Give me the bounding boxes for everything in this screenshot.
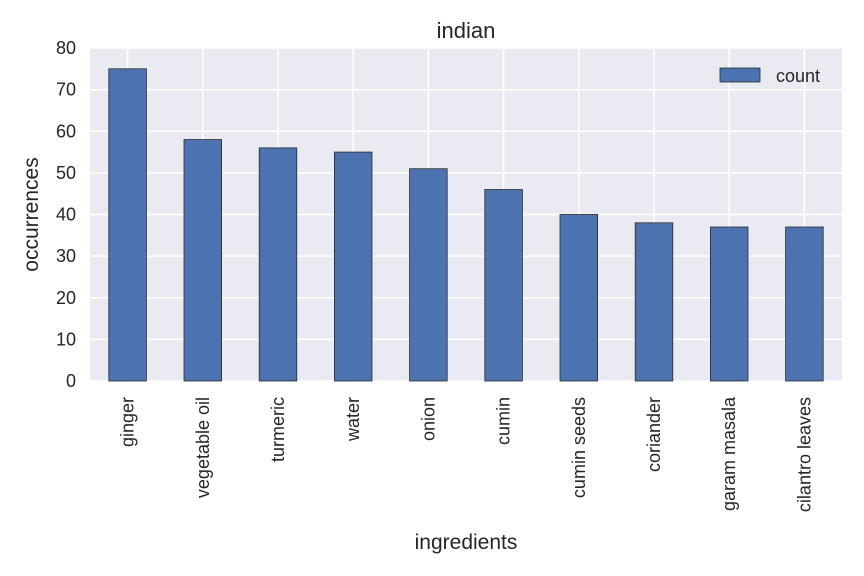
y-axis-label: occurrences	[20, 157, 43, 271]
bar-garam-masala	[710, 226, 749, 382]
x-tick-label: coriander	[644, 397, 664, 472]
bar-coriander	[634, 222, 674, 382]
x-tick-labels: ginger vegetable oil turmeric water onion cum…	[118, 396, 815, 512]
chart-title: indian	[437, 18, 496, 43]
x-tick-label: onion	[418, 397, 438, 441]
legend-swatch	[719, 67, 761, 83]
legend-label: count	[776, 66, 820, 86]
x-axis-label: ingredients	[415, 531, 518, 554]
bar-onion	[409, 168, 448, 382]
bar-water	[333, 151, 373, 382]
legend: count	[719, 66, 820, 86]
x-tick-label: cumin seeds	[569, 397, 589, 498]
x-tick-label: ginger	[118, 397, 138, 447]
x-tick-label: water	[343, 397, 363, 442]
y-tick-label: 20	[56, 288, 76, 308]
bar-ginger	[108, 68, 147, 382]
y-tick-label: 40	[56, 205, 76, 225]
bar-vegetable-oil	[183, 139, 222, 382]
y-tick-label: 10	[56, 329, 76, 349]
bar-cilantro-leaves	[785, 226, 824, 382]
bar-cumin	[484, 189, 523, 382]
y-tick-label: 70	[56, 80, 76, 100]
x-tick-label: cilantro leaves	[794, 397, 814, 512]
bars	[108, 68, 824, 382]
y-tick-label: 30	[56, 246, 76, 266]
y-tick-label: 0	[66, 371, 76, 391]
x-tick-label: garam masala	[719, 396, 739, 511]
x-tick-label: turmeric	[268, 397, 288, 462]
y-tick-labels: 0 10 20 30 40 50 60 70 80	[56, 38, 76, 391]
x-tick-label: cumin	[494, 397, 514, 445]
y-tick-label: 80	[56, 38, 76, 58]
x-tick-label: vegetable oil	[193, 397, 213, 498]
bar-cumin-seeds	[559, 214, 598, 382]
bar-turmeric	[258, 147, 298, 382]
y-tick-label: 60	[56, 121, 76, 141]
y-tick-label: 50	[56, 163, 76, 183]
